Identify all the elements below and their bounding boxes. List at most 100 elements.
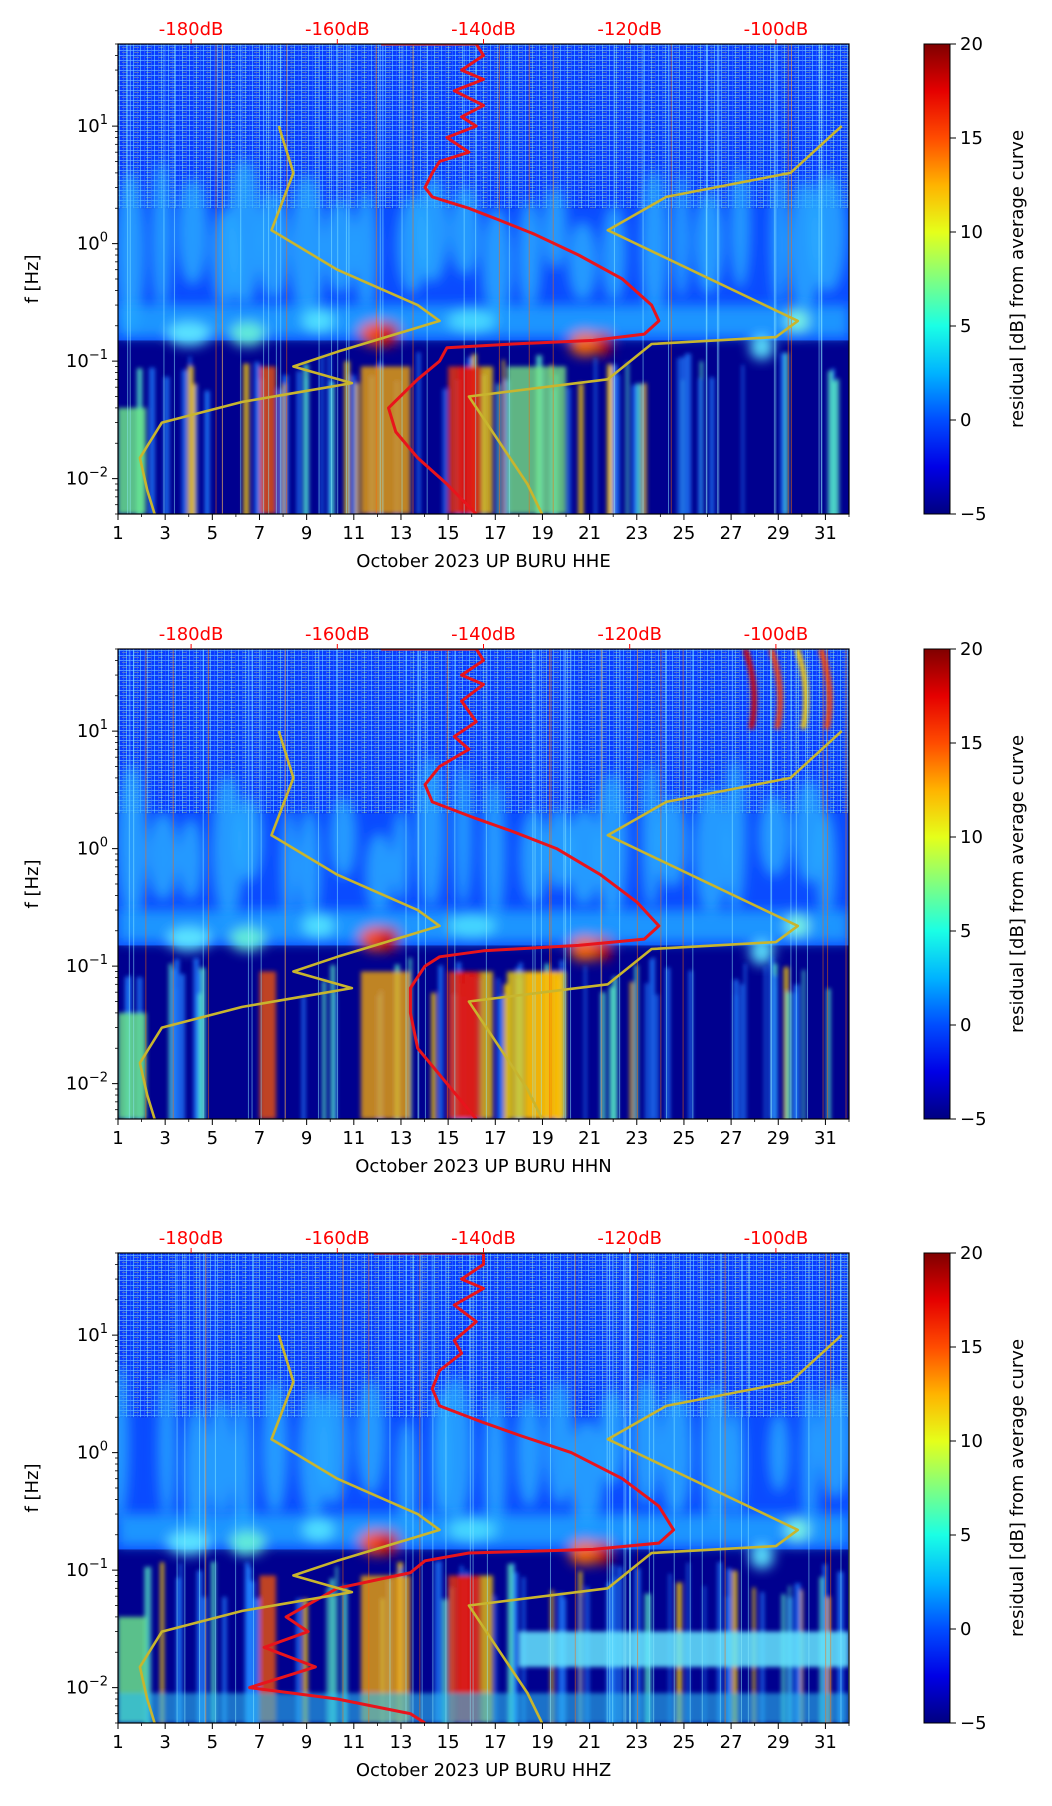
colorbar: 20 15 10 5 0 −5 residual [dB] from average cur… <box>923 639 1028 1130</box>
x-tick-label: 5 <box>207 523 218 544</box>
x-tick-label: 27 <box>720 1732 743 1753</box>
x-tick-label: 11 <box>342 1732 365 1753</box>
x-tick-label: 17 <box>484 1128 507 1149</box>
heatmap-image <box>118 1253 849 1723</box>
top-db-tick-label: -180dB <box>159 19 224 40</box>
top-db-tick-label: -140dB <box>451 19 516 40</box>
x-tick-label: 3 <box>159 523 170 544</box>
colorbar: 20 15 10 5 0 −5 residual [dB] from average cur… <box>923 1243 1028 1734</box>
top-db-tick-label: -160dB <box>305 624 370 645</box>
psd-curves <box>138 44 843 514</box>
top-db-tick-label: -180dB <box>159 624 224 645</box>
colorbar-tick-label: 0 <box>960 1015 971 1036</box>
x-tick-label: 19 <box>531 1128 554 1149</box>
noise-model-curve-1 <box>138 1334 441 1723</box>
y-axis-label: f [Hz] <box>22 254 43 303</box>
colorbar-label: residual [dB] from average curve <box>1007 130 1028 428</box>
colorbar-tick-label: 10 <box>960 827 983 848</box>
x-tick-label: 17 <box>484 1732 507 1753</box>
top-db-tick-label: -160dB <box>305 1228 370 1249</box>
x-tick-label: 21 <box>578 1128 601 1149</box>
x-tick-label: 17 <box>484 523 507 544</box>
colorbar-tick-label: 10 <box>960 222 983 243</box>
x-tick-label: 21 <box>578 1732 601 1753</box>
x-tick-label: 23 <box>625 1128 648 1149</box>
top-db-tick-label: -100dB <box>744 1228 809 1249</box>
spectrogram-panel-3: 1 3 5 7 9 11 13 15 17 19 21 23 25 27 29 31-180dB -160dB -… <box>22 1228 1028 1781</box>
top-db-tick-label: -160dB <box>305 19 370 40</box>
psd-mode-curve <box>248 1253 676 1723</box>
top-db-tick-label: -180dB <box>159 1228 224 1249</box>
colorbar-tick-label: 15 <box>960 128 983 149</box>
colorbar-tick-label: 5 <box>960 316 971 337</box>
y-tick-label: 101 <box>77 1322 108 1346</box>
x-tick-label: 31 <box>814 523 837 544</box>
colorbar-tick-label: 5 <box>960 1525 971 1546</box>
y-tick-label: 101 <box>77 113 108 137</box>
x-tick-label: 15 <box>437 1732 460 1753</box>
top-db-tick-label: -140dB <box>451 624 516 645</box>
x-tick-label: 1 <box>112 523 123 544</box>
colorbar-tick-label: 0 <box>960 410 971 431</box>
noise-model-curve-1 <box>138 730 441 1119</box>
top-db-tick-label: -120dB <box>597 1228 662 1249</box>
x-tick-label: 31 <box>814 1128 837 1149</box>
psd-curves <box>138 649 843 1119</box>
x-tick-label: 9 <box>301 523 312 544</box>
colorbar-tick-label: −5 <box>960 1713 987 1734</box>
colorbar-tick-label: 15 <box>960 1337 983 1358</box>
x-tick-label: 15 <box>437 1128 460 1149</box>
y-tick-label: 10−2 <box>66 1675 108 1699</box>
x-tick-label: 27 <box>720 523 743 544</box>
noise-model-curve-2 <box>467 125 843 514</box>
top-db-tick-label: -140dB <box>451 1228 516 1249</box>
x-tick-label: 23 <box>625 523 648 544</box>
x-tick-label: 25 <box>672 523 695 544</box>
x-tick-label: 25 <box>672 1732 695 1753</box>
x-tick-label: 19 <box>531 523 554 544</box>
x-tick-label: 1 <box>112 1128 123 1149</box>
x-tick-label: 19 <box>531 1732 554 1753</box>
top-db-tick-label: -120dB <box>597 19 662 40</box>
x-axis-label: October 2023 UP BURU HHN <box>355 1156 612 1177</box>
top-db-tick-label: -100dB <box>744 19 809 40</box>
psd-mode-curve <box>381 649 661 1119</box>
x-tick-label: 31 <box>814 1732 837 1753</box>
x-axis-label: October 2023 UP BURU HHE <box>356 551 610 572</box>
y-tick-label: 10−2 <box>66 466 108 490</box>
x-axis-label: October 2023 UP BURU HHZ <box>356 1760 611 1781</box>
x-tick-label: 23 <box>625 1732 648 1753</box>
colorbar-tick-label: 20 <box>960 34 983 55</box>
spectrogram-panel-1: 1 3 5 7 9 11 13 15 17 19 21 23 25 27 29 31-180dB -160dB -… <box>22 19 1028 572</box>
y-tick-label: 10−1 <box>66 348 108 372</box>
y-axis-label: f [Hz] <box>22 859 43 908</box>
x-tick-label: 1 <box>112 1732 123 1753</box>
noise-model-curve-2 <box>467 1334 843 1723</box>
x-tick-label: 13 <box>390 523 413 544</box>
x-tick-label: 7 <box>254 523 265 544</box>
x-tick-label: 29 <box>767 1128 790 1149</box>
colorbar-tick-label: 15 <box>960 733 983 754</box>
x-tick-label: 5 <box>207 1732 218 1753</box>
x-tick-label: 13 <box>390 1732 413 1753</box>
x-tick-label: 13 <box>390 1128 413 1149</box>
colorbar: 20 15 10 5 0 −5 residual [dB] from average cur… <box>923 34 1028 525</box>
noise-model-curve-1 <box>138 125 441 514</box>
colorbar-label: residual [dB] from average curve <box>1007 735 1028 1033</box>
y-tick-label: 100 <box>77 231 108 255</box>
colorbar-tick-label: 5 <box>960 921 971 942</box>
y-tick-label: 101 <box>77 718 108 742</box>
x-tick-label: 11 <box>342 1128 365 1149</box>
x-tick-label: 7 <box>254 1732 265 1753</box>
y-tick-label: 10−1 <box>66 1557 108 1581</box>
y-tick-label: 100 <box>77 836 108 860</box>
colorbar-tick-label: −5 <box>960 504 987 525</box>
x-tick-label: 7 <box>254 1128 265 1149</box>
psd-mode-curve <box>381 44 661 514</box>
x-tick-label: 5 <box>207 1128 218 1149</box>
noise-model-curve-2 <box>467 730 843 1119</box>
heatmap-image <box>118 649 849 1119</box>
x-tick-label: 11 <box>342 523 365 544</box>
y-tick-label: 10−1 <box>66 953 108 977</box>
